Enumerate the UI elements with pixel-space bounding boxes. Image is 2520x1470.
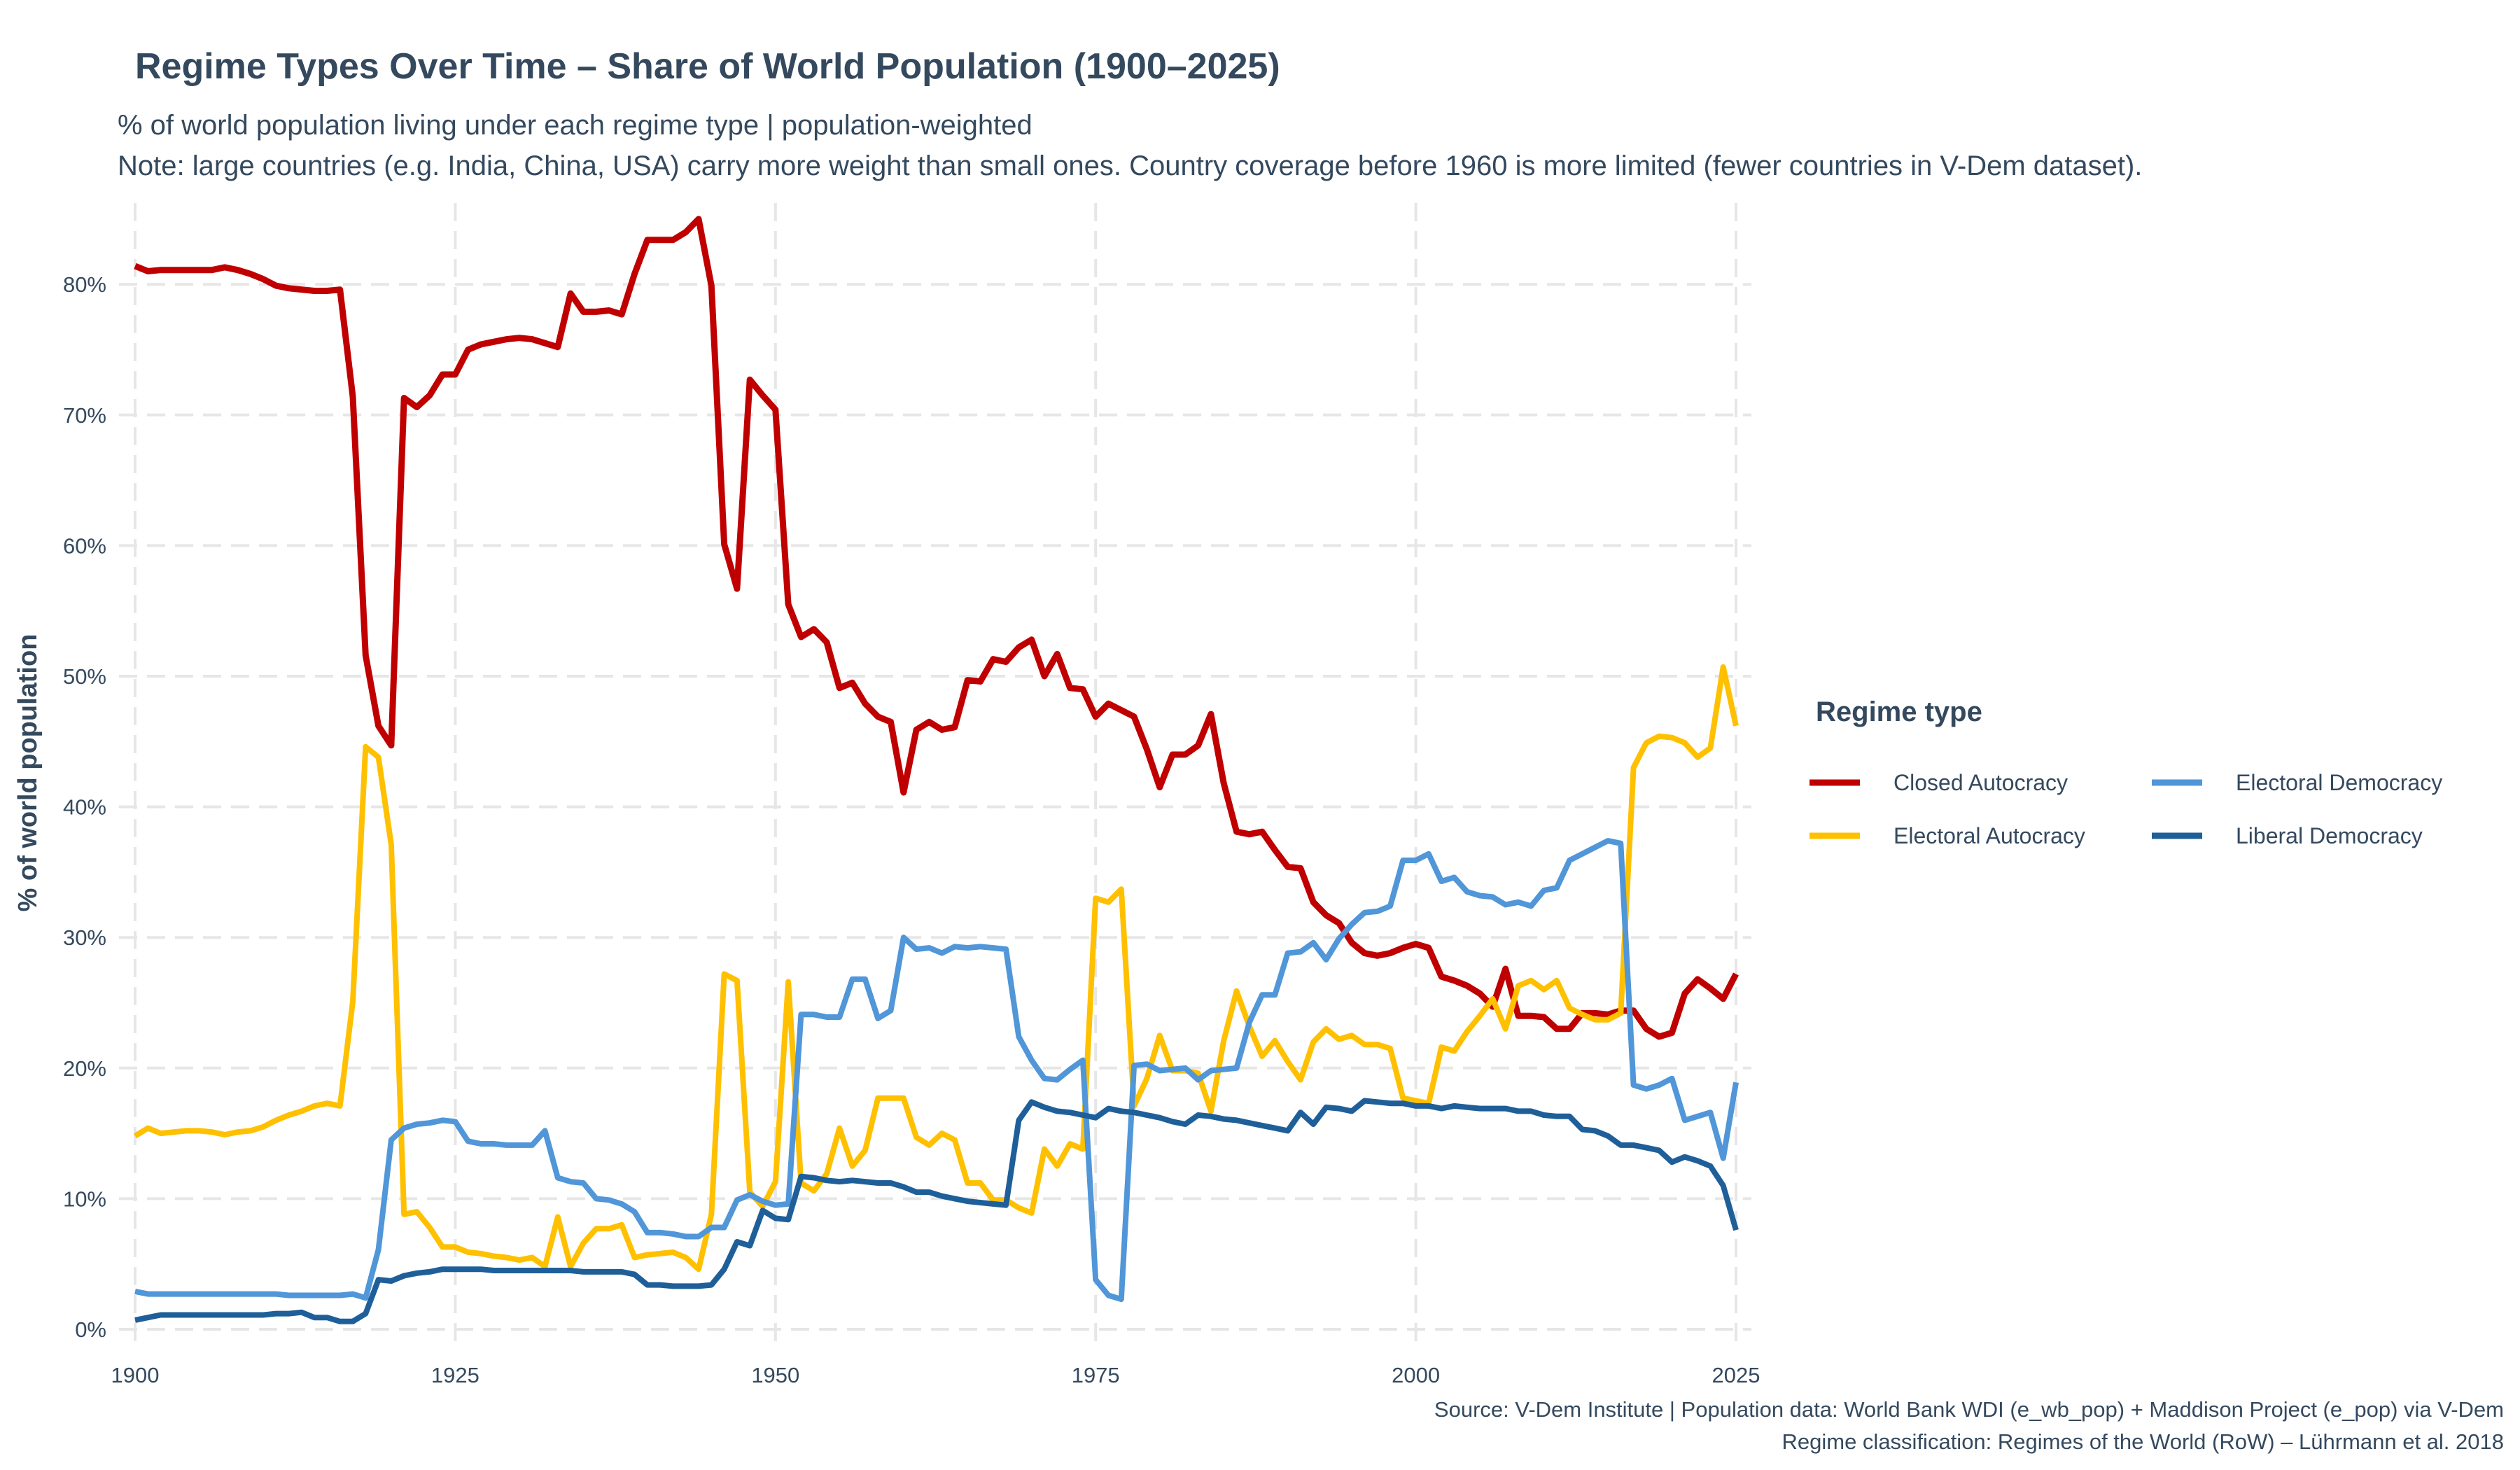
y-tick-label: 40%: [63, 795, 106, 820]
x-tick-label: 2025: [1712, 1363, 1760, 1387]
y-tick-label: 10%: [63, 1186, 106, 1211]
y-tick-label: 20%: [63, 1056, 106, 1081]
series-line-liberal-democracy: [134, 1098, 1739, 1324]
x-tick-label: 1925: [431, 1363, 479, 1387]
legend-label: Closed Autocracy: [1893, 770, 2068, 795]
legend-label: Electoral Democracy: [2236, 770, 2442, 795]
x-tick-label: 1975: [1072, 1363, 1120, 1387]
y-tick-label: 30%: [63, 925, 106, 950]
y-tick-label: 80%: [63, 272, 106, 297]
y-tick-label: 50%: [63, 664, 106, 689]
series-line-closed-autocracy: [134, 216, 1739, 1040]
caption-line1: Source: V-Dem Institute | Population dat…: [1434, 1397, 2504, 1422]
grid: [119, 203, 1751, 1345]
series-line-electoral-autocracy: [133, 664, 1739, 1273]
y-axis-title: % of world population: [13, 634, 43, 912]
legend-label: Electoral Autocracy: [1893, 823, 2085, 848]
series-lines: [133, 216, 1739, 1324]
x-axis-ticks: 1900 1925 1950 1975 2000 2025: [111, 1363, 1760, 1387]
y-tick-label: 0%: [75, 1317, 106, 1342]
y-tick-label: 70%: [63, 403, 106, 428]
x-tick-label: 1900: [111, 1363, 160, 1387]
x-tick-label: 2000: [1392, 1363, 1440, 1387]
chart-subtitle-line2: Note: large countries (e.g. India, China…: [118, 150, 2142, 181]
legend-title: Regime type: [1816, 696, 1982, 727]
y-axis-ticks: 0% 10% 20% 30% 40% 50% 60% 70% 80%: [63, 272, 106, 1342]
y-tick-label: 60%: [63, 533, 106, 558]
caption-line2: Regime classification: Regimes of the Wo…: [1782, 1429, 2505, 1454]
legend-label: Liberal Democracy: [2236, 823, 2423, 848]
legend: Regime type Closed Autocracy Electoral Au…: [1809, 696, 2442, 848]
chart-title: Regime Types Over Time – Share of World …: [135, 46, 1280, 87]
chart-subtitle-line1: % of world population living under each …: [118, 110, 1032, 141]
x-tick-label: 1950: [751, 1363, 799, 1387]
series-line-electoral-democracy: [134, 838, 1739, 1303]
